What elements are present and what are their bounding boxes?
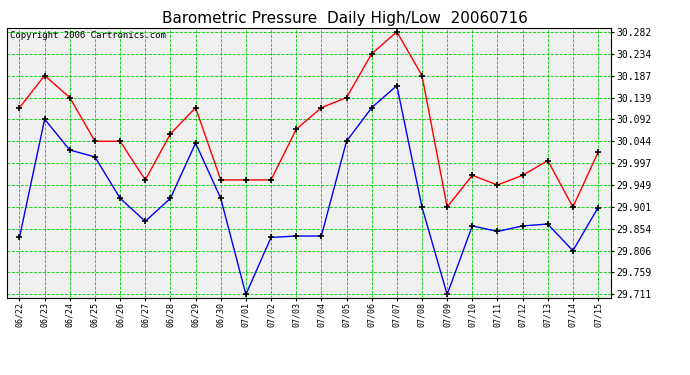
- Text: Copyright 2006 Cartronics.com: Copyright 2006 Cartronics.com: [10, 31, 166, 40]
- Text: Barometric Pressure  Daily High/Low  20060716: Barometric Pressure Daily High/Low 20060…: [162, 11, 528, 26]
